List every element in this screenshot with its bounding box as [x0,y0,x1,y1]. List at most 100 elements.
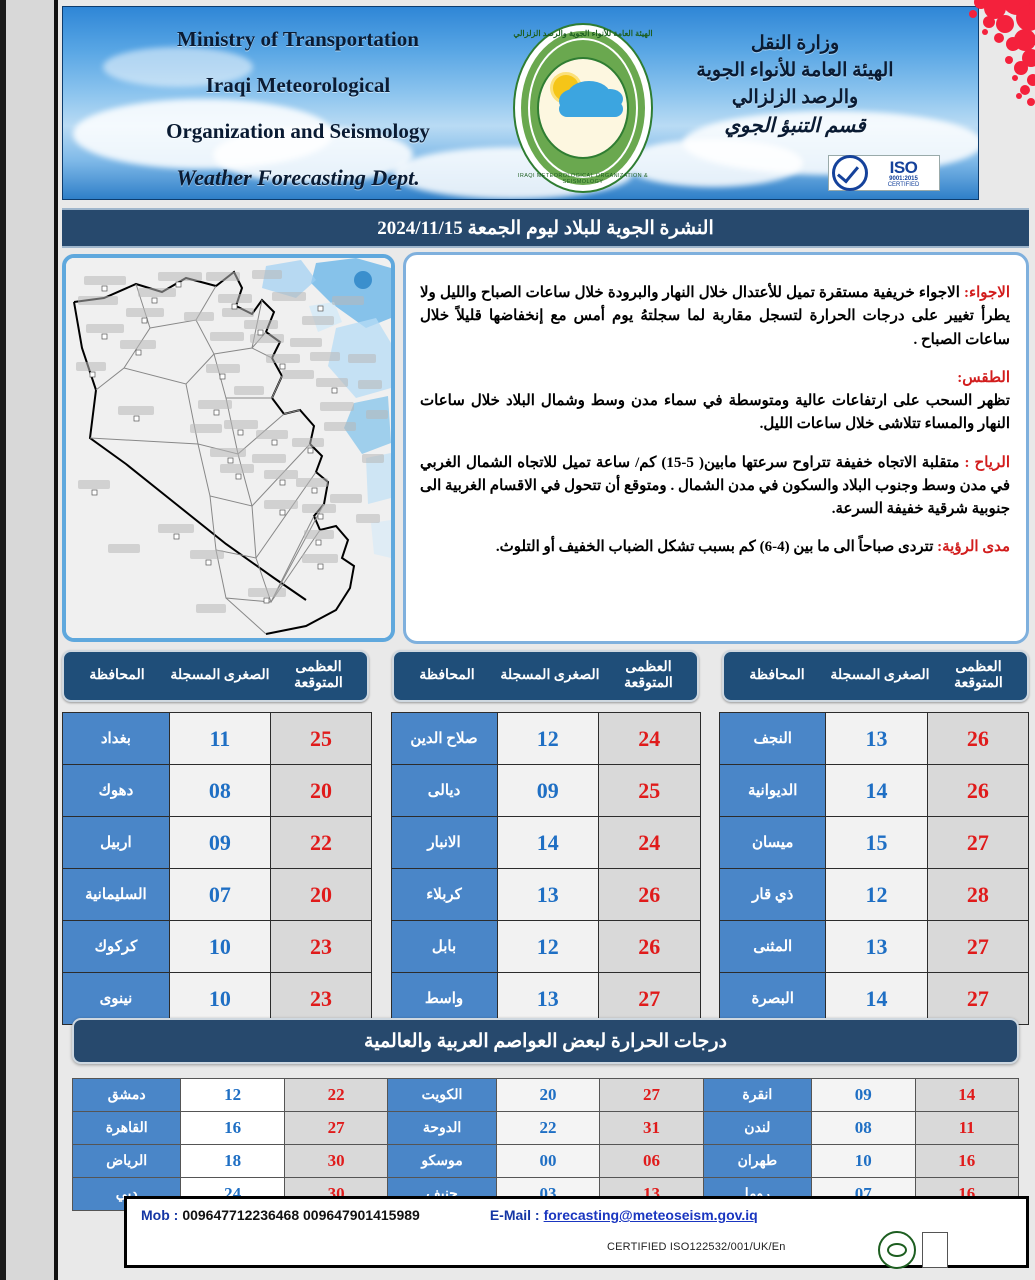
cell-max-temp: 16 [914,1144,1020,1178]
cell-min-temp: 16 [180,1111,285,1145]
table-row: 27 13 المثنى [718,920,1030,973]
logo-arabic-text: الهيئة العامة للأنواء الجوية والرصد الزل… [513,29,653,38]
cell-min-temp: 08 [168,764,271,817]
cell-governorate-name: ديالى [390,764,498,817]
cell-governorate-name: واسط [390,972,498,1025]
arabic-stamp-icon [954,1238,1020,1262]
cell-governorate-name: نينوى [62,972,170,1025]
cell-capital-name: طهران [702,1144,813,1178]
forecast-label-visibility: مدى الرؤية: [937,539,1010,556]
capitals-title: درجات الحرارة لبعض العواصم العربية والعا… [364,1030,727,1052]
table-row: 14 09 انقرة 27 20 الكويت 22 12 دمشق [71,1078,1020,1112]
forecast-section-visibility: مدى الرؤية: تتردى صباحاً الى ما بين (4-6… [420,536,1010,559]
governorate-table-left: 26 13 النجف 26 14 الديوانية 27 15 ميسان 28 12 ذي قا… [718,712,1030,1025]
capitals-table: 14 09 انقرة 27 20 الكويت 22 12 دمشق 11 08 لندن 31 22 ا… [71,1078,1020,1211]
cell-max-temp: 06 [599,1144,704,1178]
cell-min-temp: 09 [168,816,271,869]
email-link[interactable]: forecasting@meteoseism.gov.iq [543,1207,758,1223]
cell-capital-name: القاهرة [71,1111,182,1145]
document-footer: Mob : 009647712236468 009647901415989 E-… [124,1196,1029,1269]
table-row: 23 10 نينوى [62,972,373,1025]
cell-governorate-name: كركوك [62,920,170,973]
governorate-header-row: العظمى المتوقعة الصغرى المسجلة المحافظة … [62,650,1029,702]
table-row: 25 11 بغداد [62,712,373,765]
seal-stamp-icon [878,1231,916,1269]
email-label: E-Mail : [489,1207,540,1223]
cell-min-temp: 13 [825,920,928,973]
table-row: 27 14 البصرة [718,972,1030,1025]
table-row: 16 10 طهران 06 00 موسكو 30 18 الرياض [71,1144,1020,1178]
table-row: 22 09 اربيل [62,816,373,869]
iraq-weather-map [62,254,395,642]
table-row: 26 12 بابل [390,920,701,973]
governorate-table-right: 25 11 بغداد 20 08 دهوك 22 09 اربيل 20 07 السليمانية… [62,712,373,1025]
governorate-header-group-middle: العظمى المتوقعة الصغرى المسجلة المحافظة [392,650,699,702]
cell-governorate-name: دهوك [62,764,170,817]
header-max-label: العظمى المتوقعة [294,659,343,691]
city-label-markers [76,270,388,613]
forecast-label-wind: الرياح : [964,454,1010,471]
cell-capital-name: موسكو [387,1144,497,1178]
cell-max-temp: 28 [926,868,1030,921]
cell-min-temp: 12 [180,1078,285,1112]
forecast-label-weather: الطقس: [957,369,1010,386]
cell-governorate-name: المثنى [718,920,827,973]
header-arabic-title: وزارة النقل الهيئة العامة للأنواء الجوية… [630,31,960,140]
table-row: 26 14 الديوانية [718,764,1030,817]
cell-governorate-name: بغداد [62,712,170,765]
cell-min-temp: 12 [496,920,600,973]
table-row: 28 12 ذي قار [718,868,1030,921]
cell-max-temp: 22 [283,1078,389,1112]
cell-min-temp: 14 [825,764,928,817]
cell-min-temp: 14 [825,972,928,1025]
cell-governorate-name: النجف [718,712,827,765]
iso-certification-badge: ISO 9001:2015 CERTIFIED [828,155,940,191]
cell-min-temp: 11 [168,712,271,765]
document-body: Ministry of Transportation Iraqi Meteoro… [58,0,1035,1280]
cell-max-temp: 26 [598,920,701,973]
cell-max-temp: 27 [926,920,1030,973]
table-row: 26 13 كربلاء [390,868,701,921]
logo-english-text: IRAQI METEOROLOGICAL ORGANIZATION & SEIS… [517,173,649,185]
cell-min-temp: 15 [825,816,928,869]
cell-max-temp: 27 [598,972,701,1025]
cell-min-temp: 12 [496,712,600,765]
cell-max-temp: 23 [269,920,373,973]
table-row: 24 14 الانبار [390,816,701,869]
cell-min-temp: 07 [168,868,271,921]
cell-governorate-name: البصرة [718,972,827,1025]
cell-max-temp: 30 [283,1144,389,1178]
cell-max-temp: 26 [926,764,1030,817]
cell-min-temp: 09 [811,1078,916,1112]
header-ar-line-1: وزارة النقل [750,33,840,54]
table-row: 11 08 لندن 31 22 الدوحة 27 16 القاهرة [71,1111,1020,1145]
organization-logo: الهيئة العامة للأنواء الجوية والرصد الزل… [513,23,653,193]
certificate-stamp-icon [922,1232,948,1268]
cloud-decoration [213,127,413,183]
cell-min-temp: 12 [825,868,928,921]
cell-governorate-name: الانبار [390,816,498,869]
page-left-margin [0,0,58,1280]
capitals-temperature-section: 14 09 انقرة 27 20 الكويت 22 12 دمشق 11 08 لندن 31 22 ا… [71,1078,1020,1211]
header-min-label: الصغرى المسجلة [170,667,270,683]
cell-max-temp: 20 [269,868,373,921]
cell-max-temp: 23 [269,972,373,1025]
cell-min-temp: 10 [168,972,271,1025]
forecast-text-weather: تظهر السحب على ارتفاعات عالية ومتوسطة في… [420,393,1010,433]
header-name-label: المحافظة [749,667,805,683]
mobile-numbers: 009647712236468 009647901415989 [182,1207,420,1223]
cell-governorate-name: بابل [390,920,498,973]
cell-min-temp: 13 [825,712,928,765]
cell-governorate-name: صلاح الدين [390,712,498,765]
cell-min-temp: 08 [811,1111,916,1145]
header-en-line-1: Ministry of Transportation [177,27,419,51]
cell-min-temp: 22 [495,1111,601,1145]
governorate-table-middle: 24 12 صلاح الدين 25 09 ديالى 24 14 الانبار 26 13 كر… [390,712,701,1025]
cell-min-temp: 13 [496,868,600,921]
header-en-line-2: Iraqi Meteorological [205,73,391,97]
cell-max-temp: 25 [598,764,701,817]
cell-max-temp: 27 [926,816,1030,869]
cell-max-temp: 14 [914,1078,1020,1112]
table-row: 20 08 دهوك [62,764,373,817]
